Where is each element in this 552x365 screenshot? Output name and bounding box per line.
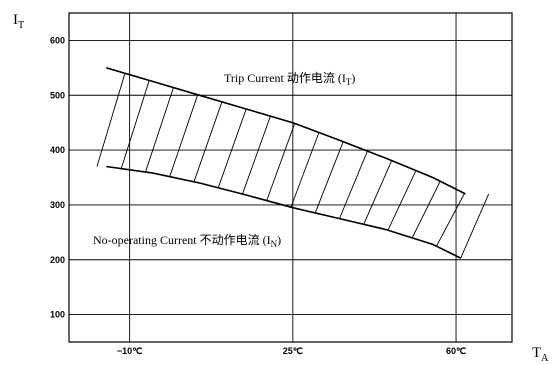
y-tick-label: 100 xyxy=(50,310,65,320)
y-tick-labels: 100 200 300 400 500 600 xyxy=(50,35,65,319)
hatch-line xyxy=(193,101,223,182)
hatch-line xyxy=(266,123,296,201)
no-operating-current-line xyxy=(106,165,462,259)
y-tick-label: 600 xyxy=(50,35,65,45)
x-tick-label: 25℃ xyxy=(283,346,303,356)
hatch-line xyxy=(217,108,247,188)
hatch-line xyxy=(290,132,320,208)
no-operating-current-label: No-operating Current 不动作电流 (IN) xyxy=(93,233,281,249)
trip-current-label: Trip Current 动作电流 (IT) xyxy=(224,71,355,87)
plot-frame xyxy=(68,12,513,343)
y-axis-title: IT xyxy=(13,12,24,31)
y-tick-label: 200 xyxy=(50,255,65,265)
hatch-line xyxy=(242,115,271,195)
hatch-line xyxy=(460,193,490,259)
hatch-line xyxy=(120,80,150,169)
y-tick-label: 500 xyxy=(50,90,65,100)
hatch-line xyxy=(363,160,393,225)
trip-current-line xyxy=(106,67,466,195)
hatch-line xyxy=(411,181,441,239)
hatch-line xyxy=(436,193,465,247)
y-tick-label: 400 xyxy=(50,145,65,155)
hatch-line xyxy=(314,141,344,214)
grid xyxy=(69,13,512,342)
hatch-region xyxy=(96,73,490,259)
x-tick-label: 60℃ xyxy=(446,346,466,356)
hatch-line xyxy=(145,87,174,173)
hatch-line xyxy=(387,170,417,231)
hatch-line xyxy=(169,94,199,177)
x-tick-label: −10℃ xyxy=(117,346,142,356)
hatch-line xyxy=(96,73,126,167)
curves xyxy=(106,67,466,259)
x-tick-labels: −10℃ 25℃ 60℃ xyxy=(117,346,466,356)
x-axis-title: TA xyxy=(532,345,549,364)
y-tick-label: 300 xyxy=(50,200,65,210)
hatch-line xyxy=(339,150,368,219)
